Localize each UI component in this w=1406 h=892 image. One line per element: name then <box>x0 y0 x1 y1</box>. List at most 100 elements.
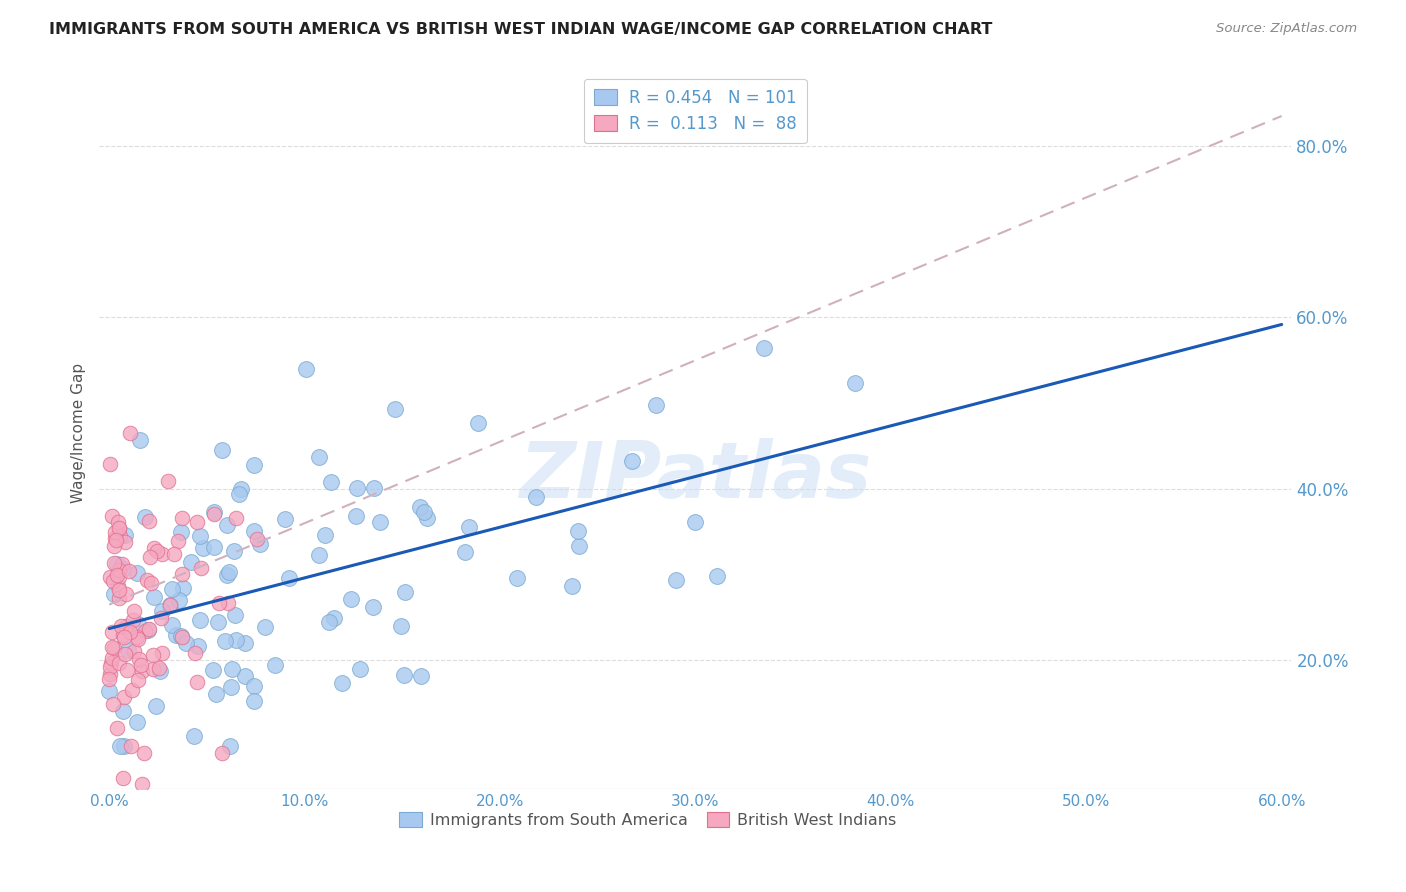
Point <box>98 570 121 584</box>
Point <box>166 533 188 548</box>
Point <box>409 500 432 514</box>
Point <box>143 590 166 604</box>
Point <box>217 596 239 610</box>
Point <box>184 646 207 660</box>
Point <box>243 458 266 472</box>
Point <box>100 667 122 681</box>
Point <box>180 555 202 569</box>
Y-axis label: Wage/Income Gap: Wage/Income Gap <box>72 363 86 503</box>
Point <box>103 556 125 570</box>
Point <box>98 457 121 471</box>
Point <box>107 563 129 577</box>
Point <box>103 539 125 553</box>
Point <box>174 636 197 650</box>
Point <box>467 416 489 430</box>
Point <box>162 582 184 597</box>
Point <box>844 376 866 391</box>
Point <box>103 640 125 655</box>
Point <box>104 531 127 545</box>
Point <box>344 508 367 523</box>
Point <box>568 539 591 553</box>
Point <box>170 524 193 539</box>
Point <box>159 598 181 612</box>
Point <box>131 777 153 791</box>
Point <box>134 746 156 760</box>
Point <box>243 679 266 693</box>
Point <box>219 680 242 694</box>
Point <box>567 524 589 538</box>
Point <box>138 514 160 528</box>
Point <box>416 511 439 525</box>
Point <box>131 664 153 678</box>
Text: Source: ZipAtlas.com: Source: ZipAtlas.com <box>1216 22 1357 36</box>
Point <box>159 598 181 612</box>
Point <box>108 656 131 670</box>
Point <box>122 644 145 658</box>
Point <box>253 620 276 634</box>
Point <box>127 714 149 729</box>
Point <box>243 524 266 539</box>
Point <box>215 567 238 582</box>
Point <box>308 450 330 464</box>
Point <box>148 661 170 675</box>
Point <box>150 547 173 561</box>
Point <box>107 521 129 535</box>
Point <box>146 544 169 558</box>
Point <box>142 661 165 675</box>
Point <box>115 587 138 601</box>
Point <box>108 582 131 597</box>
Point <box>170 628 193 642</box>
Point <box>120 426 142 441</box>
Point <box>136 623 159 637</box>
Point <box>277 571 299 585</box>
Point <box>188 529 211 543</box>
Point <box>150 604 173 618</box>
Point <box>112 562 135 576</box>
Point <box>363 481 385 495</box>
Point <box>202 541 225 555</box>
Point <box>458 520 481 534</box>
Point <box>111 628 134 642</box>
Point <box>339 592 361 607</box>
Point <box>112 690 135 704</box>
Point <box>233 669 256 683</box>
Point <box>384 402 406 417</box>
Point <box>135 573 157 587</box>
Point <box>110 618 132 632</box>
Point <box>134 624 156 638</box>
Point <box>143 541 166 556</box>
Point <box>100 509 122 524</box>
Point <box>524 490 547 504</box>
Point <box>112 739 135 753</box>
Legend: Immigrants from South America, British West Indians: Immigrants from South America, British W… <box>392 805 903 834</box>
Point <box>361 600 384 615</box>
Point <box>218 566 240 580</box>
Point <box>125 566 148 581</box>
Point <box>295 362 318 376</box>
Point <box>190 561 212 575</box>
Point <box>224 607 246 622</box>
Point <box>665 573 688 587</box>
Point <box>191 541 214 556</box>
Point <box>218 739 240 753</box>
Point <box>165 628 187 642</box>
Point <box>114 535 136 549</box>
Point <box>214 633 236 648</box>
Point <box>188 613 211 627</box>
Point <box>505 571 527 585</box>
Point <box>409 669 432 683</box>
Point <box>107 516 129 530</box>
Point <box>114 647 136 661</box>
Point <box>139 576 162 591</box>
Point <box>172 581 194 595</box>
Point <box>139 550 162 565</box>
Point <box>349 663 371 677</box>
Point <box>162 547 184 561</box>
Point <box>127 617 149 632</box>
Point <box>683 515 706 529</box>
Point <box>127 631 149 645</box>
Point <box>242 694 264 708</box>
Point <box>128 652 150 666</box>
Point <box>105 557 128 571</box>
Point <box>101 697 124 711</box>
